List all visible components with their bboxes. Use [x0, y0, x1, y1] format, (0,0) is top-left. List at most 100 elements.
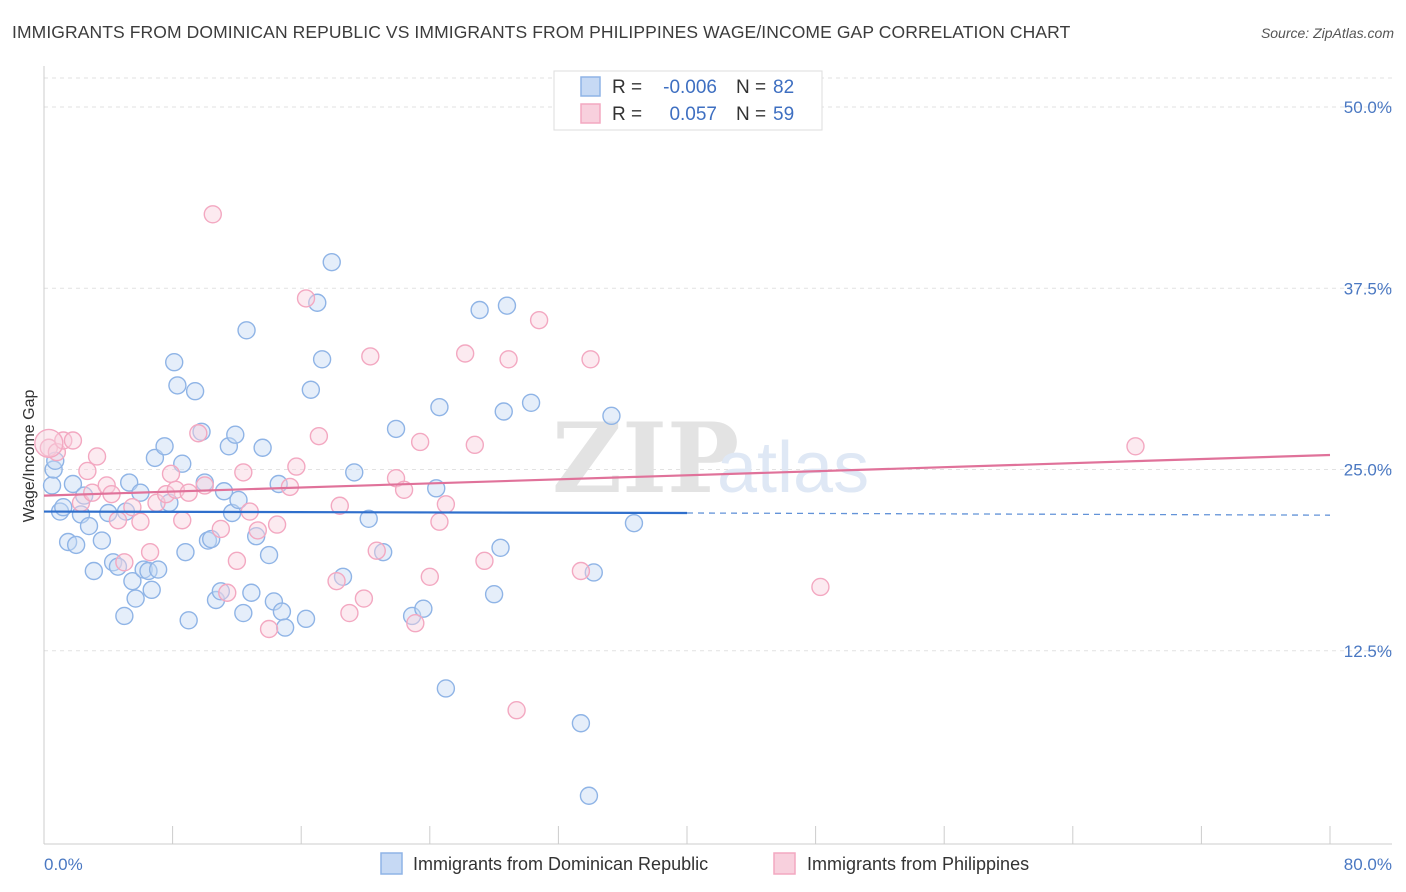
point-dominican	[521, 393, 541, 412]
point-philippines	[211, 519, 231, 539]
y-tick-label: 12.5%	[1344, 642, 1392, 661]
trendline-philippines	[43, 453, 1331, 497]
point-dominican	[312, 350, 332, 369]
point-dominican	[79, 516, 99, 536]
point-dominican	[497, 296, 517, 315]
y-tick-label: 50.0%	[1344, 98, 1392, 117]
point-philippines	[179, 483, 198, 502]
point-dominican	[301, 380, 321, 399]
grid-layer	[44, 77, 1392, 652]
top-legend: R = -0.006 N = 82 R = 0.057 N = 59	[553, 70, 823, 131]
point-philippines	[78, 461, 97, 481]
point-dominican	[42, 476, 62, 495]
point-philippines	[529, 310, 549, 330]
point-philippines	[361, 347, 380, 366]
point-dominican	[142, 580, 161, 600]
point-dominican	[234, 603, 253, 623]
point-dominican	[345, 463, 364, 482]
point-dominican	[63, 474, 83, 494]
point-dominican	[148, 560, 168, 579]
point-dominican	[115, 606, 134, 626]
trendline-dominican-extension	[686, 512, 1331, 516]
bottom-legend-swatch-philippines	[773, 852, 796, 875]
trendline-dominican	[43, 510, 688, 515]
point-dominican	[494, 402, 513, 421]
point-dominican	[211, 582, 231, 601]
point-dominican	[99, 503, 118, 523]
point-philippines	[203, 205, 222, 224]
x-tick-label-max: 80.0%	[1344, 855, 1392, 874]
point-philippines-cluster	[34, 428, 64, 459]
point-philippines	[499, 350, 518, 369]
point-dominican	[185, 382, 205, 401]
point-philippines	[394, 480, 414, 499]
chart-title: IMMIGRANTS FROM DOMINICAN REPUBLIC VS IM…	[12, 22, 1071, 42]
point-philippines	[248, 521, 267, 540]
point-philippines	[296, 289, 316, 308]
point-philippines	[367, 541, 386, 560]
point-dominican	[373, 542, 393, 562]
bottom-legend-swatch-dominican	[380, 852, 403, 875]
chart-source: Source: ZipAtlas.com	[1260, 25, 1394, 41]
point-philippines	[354, 589, 374, 608]
point-philippines	[140, 542, 160, 562]
point-dominican	[123, 571, 142, 591]
bottom-legend-label-dominican: Immigrants from Dominican Republic	[413, 854, 708, 874]
point-philippines	[330, 496, 349, 515]
point-philippines	[811, 577, 830, 597]
point-philippines	[455, 344, 475, 363]
point-dominican	[484, 585, 504, 604]
point-philippines	[156, 484, 176, 504]
point-philippines	[436, 495, 456, 514]
point-philippines	[108, 511, 128, 530]
point-dominican	[206, 590, 226, 610]
point-dominican	[253, 438, 272, 457]
legend-n-label-1: N =	[736, 77, 766, 98]
points-layer	[34, 205, 1145, 805]
point-philippines	[83, 483, 102, 502]
axes-layer: 12.5% 25.0% 37.5% 50.0% 0.0% 80.0%	[43, 66, 1392, 874]
point-dominican	[176, 542, 195, 562]
y-axis-label: Wage/Income Gap	[21, 390, 38, 523]
point-philippines	[218, 583, 237, 602]
legend-r-value-2: 0.057	[669, 104, 717, 125]
point-philippines	[63, 431, 83, 450]
point-dominican	[179, 611, 198, 630]
point-dominican	[272, 602, 292, 621]
point-dominican	[275, 618, 295, 637]
point-dominican	[66, 535, 86, 555]
legend-r-label-2: R =	[612, 104, 642, 125]
watermark-atlas: atlas	[717, 428, 869, 508]
point-dominican	[359, 509, 378, 528]
point-dominican	[470, 300, 489, 320]
point-dominican	[579, 786, 599, 805]
point-philippines	[87, 447, 107, 466]
bottom-legend: Immigrants from Dominican Republic Immig…	[380, 852, 1029, 875]
point-dominican	[308, 293, 327, 312]
legend-n-value-2: 59	[773, 104, 794, 125]
watermark: ZIP atlas	[552, 402, 869, 515]
point-philippines	[420, 567, 439, 586]
point-dominican	[229, 490, 248, 510]
point-philippines	[475, 551, 494, 571]
point-dominican	[322, 252, 341, 272]
point-philippines	[234, 463, 253, 482]
legend-r-value-1: -0.006	[663, 77, 717, 98]
point-philippines	[406, 614, 425, 633]
watermark-zip: ZIP	[552, 402, 739, 515]
bottom-legend-label-philippines: Immigrants from Philippines	[807, 854, 1029, 874]
trend-layer	[43, 453, 1331, 516]
y-tick-label: 25.0%	[1344, 461, 1392, 480]
point-philippines	[410, 432, 430, 452]
point-philippines	[267, 515, 287, 534]
point-dominican	[219, 437, 239, 456]
point-dominican	[242, 583, 261, 602]
point-dominican	[296, 609, 316, 629]
legend-swatch-philippines	[580, 103, 601, 124]
point-philippines	[465, 435, 485, 455]
point-dominican	[414, 599, 433, 618]
point-dominican	[84, 561, 104, 581]
point-philippines	[1126, 437, 1145, 456]
point-philippines	[131, 512, 150, 531]
